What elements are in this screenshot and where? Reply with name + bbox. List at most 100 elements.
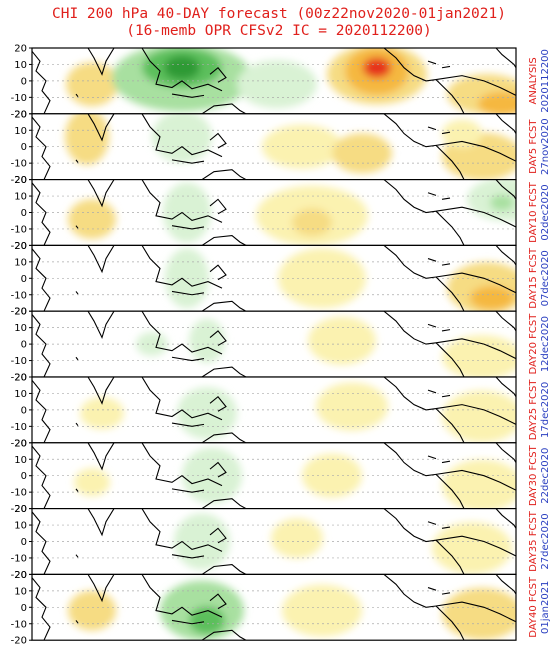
y-tick-label: 10 — [14, 323, 27, 334]
panel-label-bottom: 07dec2020 — [540, 250, 551, 306]
forecast-panel: 20 10 0 -10 -20 DAY5 FCST27nov2020 — [11, 109, 551, 186]
chi-anomaly-shading — [32, 508, 516, 575]
coastlines — [32, 179, 516, 246]
y-tick-label: -20 — [11, 636, 27, 647]
panel-side-label: DAY10 FCST02dec2020 — [528, 181, 551, 243]
y-tick-label: 10 — [14, 192, 27, 203]
panel-side-label: DAY25 FCST17dec2020 — [528, 379, 551, 441]
panel-label-top: DAY35 FCST — [528, 510, 539, 572]
y-tick-label: -10 — [11, 224, 27, 235]
panel-side-label: DAY15 FCST07dec2020 — [528, 247, 551, 309]
panel-label-bottom: 2020112200 — [540, 49, 551, 113]
y-tick-label: -20 — [11, 109, 27, 120]
forecast-panel: 20 10 0 -10 -20 ANALYSIS2020112200 — [11, 44, 551, 121]
panel-label-bottom: 27nov2020 — [540, 118, 551, 175]
y-tick-label: -10 — [11, 488, 27, 499]
chi-anomaly-shading — [32, 377, 516, 443]
y-tick-label: 20 — [14, 307, 27, 318]
panel-label-bottom: 12dec2020 — [540, 316, 551, 372]
y-tick-label: -10 — [11, 356, 27, 367]
y-tick-label: 20 — [14, 504, 27, 515]
panel-label-top: DAY15 FCST — [528, 247, 539, 309]
chi-anomaly-shading — [32, 311, 516, 378]
y-tick-label: 0 — [21, 340, 27, 351]
y-tick-label: -10 — [11, 159, 27, 170]
y-tick-label: 0 — [21, 208, 27, 219]
coastlines — [32, 377, 516, 443]
y-tick-label: -10 — [11, 619, 27, 630]
title-line-1: CHI 200 hPa 40-DAY forecast (00z22nov202… — [52, 6, 506, 22]
coastlines — [32, 48, 516, 114]
y-tick-label: 20 — [14, 175, 27, 186]
y-tick-label: -20 — [11, 307, 27, 318]
forecast-panel: 20 10 0 -10 -20 DAY30 FCST22dec2020 — [11, 438, 551, 515]
coastlines — [32, 574, 516, 641]
y-tick-label: 0 — [21, 142, 27, 153]
y-tick-label: 10 — [14, 521, 27, 532]
panel-side-label: DAY20 FCST12dec2020 — [528, 313, 551, 375]
panel-side-label: DAY40 FCST01jan2021 — [528, 576, 551, 638]
y-tick-label: -10 — [11, 422, 27, 433]
title-line-2: (16-memb OPR CFSv2 IC = 2020112200) — [126, 23, 432, 39]
forecast-panel: 20 10 0 -10 -20 DAY25 FCST17dec2020 — [11, 373, 551, 450]
panel-label-bottom: 27dec2020 — [540, 513, 551, 569]
y-tick-label: -20 — [11, 241, 27, 252]
panel-label-top: DAY20 FCST — [528, 313, 539, 375]
y-tick-label: 20 — [14, 373, 27, 384]
y-tick-label: 0 — [21, 405, 27, 416]
y-tick-label: -10 — [11, 290, 27, 301]
chi-anomaly-shading — [32, 442, 516, 509]
chi-anomaly-shading — [32, 245, 516, 312]
panel-side-label: DAY35 FCST27dec2020 — [528, 510, 551, 572]
y-tick-label: 0 — [21, 603, 27, 614]
panel-side-label: DAY5 FCST27nov2020 — [528, 118, 551, 175]
y-tick-label: -20 — [11, 504, 27, 515]
panel-label-bottom: 01jan2021 — [540, 581, 551, 634]
panel-label-top: DAY5 FCST — [528, 119, 539, 174]
panel-label-top: DAY40 FCST — [528, 576, 539, 638]
panel-label-top: DAY25 FCST — [528, 379, 539, 441]
y-tick-label: 10 — [14, 60, 27, 71]
y-tick-label: -20 — [11, 570, 27, 581]
forecast-panel: 20 10 0 -10 -20 DAY15 FCST07dec2020 — [11, 241, 551, 318]
y-tick-label: 0 — [21, 537, 27, 548]
y-tick-label: 0 — [21, 274, 27, 285]
y-tick-label: 10 — [14, 257, 27, 268]
chi-anomaly-shading — [32, 574, 516, 641]
y-tick-label: 20 — [14, 241, 27, 252]
y-tick-label: -20 — [11, 175, 27, 186]
panel-label-top: DAY10 FCST — [528, 181, 539, 243]
coastlines — [32, 508, 516, 575]
coastlines — [32, 442, 516, 509]
forecast-panel: 20 10 0 -10 -20 DAY35 FCST27dec2020 — [11, 504, 551, 581]
panel-label-bottom: 22dec2020 — [540, 448, 551, 504]
chi-anomaly-shading — [32, 113, 516, 180]
forecast-panel: 20 10 0 -10 -20 DAY10 FCST02dec2020 — [11, 175, 551, 252]
forecast-panel: 20 10 0 -10 -20 DAY40 FCST01jan2021 — [11, 570, 551, 647]
y-tick-label: -20 — [11, 438, 27, 449]
coastlines — [32, 113, 516, 180]
panel-label-bottom: 02dec2020 — [540, 184, 551, 240]
y-tick-label: -20 — [11, 373, 27, 384]
coastlines — [32, 311, 516, 378]
y-tick-label: 20 — [14, 44, 27, 55]
coastlines — [32, 245, 516, 312]
chi-anomaly-shading — [32, 48, 516, 114]
y-tick-label: 10 — [14, 126, 27, 137]
panel-side-label: ANALYSIS2020112200 — [528, 49, 551, 113]
y-tick-label: 10 — [14, 455, 27, 466]
panel-side-label: DAY30 FCST22dec2020 — [528, 444, 551, 506]
y-tick-label: -10 — [11, 93, 27, 104]
y-tick-label: -10 — [11, 553, 27, 564]
y-tick-label: 0 — [21, 76, 27, 87]
y-tick-label: 0 — [21, 471, 27, 482]
y-tick-label: 20 — [14, 570, 27, 581]
panel-label-bottom: 17dec2020 — [540, 382, 551, 438]
y-tick-label: 10 — [14, 586, 27, 597]
y-tick-label: 20 — [14, 438, 27, 449]
forecast-panel: 20 10 0 -10 -20 DAY20 FCST12dec2020 — [11, 307, 551, 384]
panel-label-top: ANALYSIS — [528, 57, 539, 104]
y-tick-label: 10 — [14, 389, 27, 400]
y-tick-label: 20 — [14, 109, 27, 120]
